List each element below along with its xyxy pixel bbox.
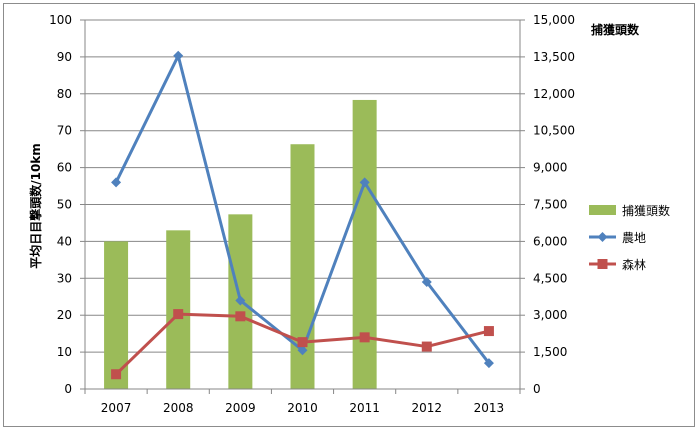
x-tick-label: 2007 [101, 401, 132, 415]
legend-swatch [589, 205, 616, 215]
right-axis-title: 捕獲頭数 [591, 22, 640, 37]
x-tick-label: 2009 [225, 401, 256, 415]
data-point [483, 358, 494, 369]
data-point [483, 326, 494, 337]
data-point [421, 341, 432, 352]
data-point [359, 177, 370, 188]
left-tick-label: 40 [57, 234, 72, 248]
x-axis-ticks: 2007 2008 2009 2010 2011 2012 2013 [101, 401, 504, 415]
left-tick-label: 10 [57, 345, 72, 359]
x-tick-label: 2008 [163, 401, 194, 415]
data-point [111, 177, 122, 188]
data-point [173, 309, 184, 320]
right-tick-label: 12,000 [533, 87, 575, 101]
right-tick-label: 4,500 [533, 271, 567, 285]
left-tick-label: 30 [57, 271, 72, 285]
right-tick-label: 15,000 [533, 13, 575, 27]
data-point [173, 50, 184, 61]
right-tick-label: 10,500 [533, 124, 575, 138]
bar [352, 99, 377, 389]
legend-marker [597, 259, 608, 269]
x-tick-label: 2012 [412, 401, 443, 415]
right-tick-label: 7,500 [533, 198, 567, 212]
right-axis-ticks: 0 1,500 3,000 4,500 6,000 7,500 9,000 10,500 12,… [533, 13, 575, 396]
x-tick-label: 2010 [287, 401, 318, 415]
axes [80, 19, 525, 394]
right-tick-label: 3,000 [533, 308, 567, 322]
legend-label: 捕獲頭数 [622, 203, 670, 218]
data-point [297, 345, 308, 356]
legend-label: 森林 [622, 257, 646, 272]
left-tick-label: 0 [64, 382, 72, 396]
right-tick-label: 6,000 [533, 234, 567, 248]
right-tick-label: 9,000 [533, 161, 567, 175]
left-tick-label: 90 [57, 50, 72, 64]
left-tick-label: 50 [57, 198, 72, 212]
data-point [297, 337, 308, 348]
left-tick-label: 20 [57, 308, 72, 322]
left-tick-label: 100 [49, 13, 72, 27]
x-tick-label: 2013 [474, 401, 505, 415]
legend-marker [597, 232, 608, 242]
data-point [421, 276, 432, 287]
data-point [235, 311, 246, 322]
left-axis-ticks: 0 10 20 30 40 50 60 70 80 90 100 [49, 13, 72, 396]
x-tick-label: 2011 [349, 401, 380, 415]
right-tick-label: 1,500 [533, 345, 567, 359]
right-tick-label: 0 [533, 382, 541, 396]
data-point [111, 369, 122, 380]
left-tick-label: 70 [57, 124, 72, 138]
data-point [235, 295, 246, 306]
right-tick-label: 13,500 [533, 50, 575, 64]
left-axis-title: 平均日目撃頭数/10km [28, 143, 43, 269]
legend-label: 農地 [622, 231, 646, 245]
left-tick-label: 60 [57, 161, 72, 175]
data-point [359, 332, 370, 343]
left-tick-label: 80 [57, 87, 72, 101]
line-series [111, 50, 494, 380]
bar [104, 241, 129, 389]
